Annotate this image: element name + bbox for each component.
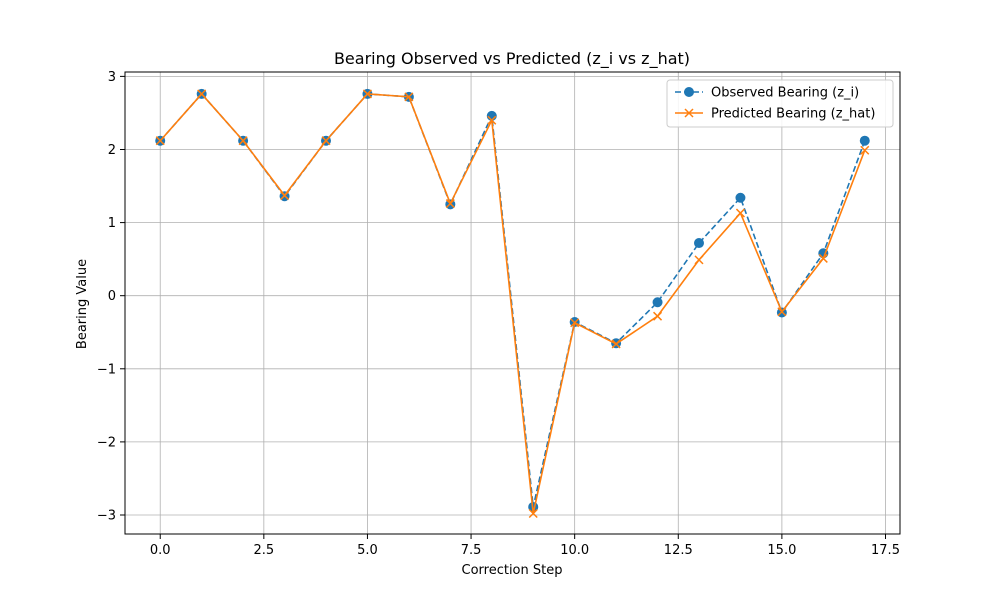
legend-label: Observed Bearing (z_i) (711, 86, 859, 101)
data-point (445, 199, 455, 209)
data-point (280, 191, 290, 201)
series-predicted-bearing-z-hat (155, 89, 870, 519)
data-point (694, 255, 704, 265)
data-point (777, 307, 787, 317)
chart-title: Bearing Observed vs Predicted (z_i vs z_… (334, 49, 690, 69)
grid (125, 72, 900, 534)
x-axis: 0.0 2.5 5.0 7.5 10.0 12.5 15.0 17.5 (150, 534, 900, 558)
data-point (528, 509, 538, 519)
data-point (693, 238, 704, 249)
series-line (159, 93, 866, 508)
legend-marker (684, 108, 694, 118)
y-tick-label: 3 (108, 70, 116, 85)
data-point (238, 136, 248, 146)
data-point (321, 136, 331, 146)
data-point (362, 89, 372, 99)
series-line (159, 93, 866, 515)
x-axis-label: Correction Step (462, 563, 563, 578)
y-tick-label: 1 (108, 216, 116, 231)
y-tick-label: 2 (108, 143, 116, 158)
plot-frame (124, 71, 901, 535)
legend: Observed Bearing (z_i) Predicted Bearing … (666, 79, 894, 128)
x-tick-label: 15.0 (767, 543, 796, 558)
data-point (155, 136, 165, 146)
legend-marker (684, 87, 694, 97)
data-point (735, 208, 745, 218)
data-point (487, 115, 497, 125)
data-point (404, 92, 414, 102)
x-tick-label: 0.0 (150, 543, 171, 558)
series-observed-bearing-z-i (155, 88, 870, 512)
legend-item-predicted-bearing-z-hat: Predicted Bearing (z_hat) (675, 107, 875, 122)
legend-label: Predicted Bearing (z_hat) (711, 107, 875, 122)
data-point (197, 89, 207, 99)
x-tick-label: 5.0 (357, 543, 378, 558)
data-point (860, 145, 870, 155)
x-tick-label: 10.0 (560, 543, 589, 558)
y-axis-label: Bearing Value (75, 259, 90, 349)
y-tick-label: −1 (97, 362, 116, 377)
legend-item-observed-bearing-z-i: Observed Bearing (z_i) (675, 86, 859, 101)
x-tick-label: 7.5 (461, 543, 482, 558)
y-axis: −3 −2 −1 0 1 2 3 (97, 70, 125, 523)
x-tick-label: 2.5 (253, 543, 274, 558)
y-tick-label: −2 (97, 435, 116, 450)
data-point (611, 339, 621, 349)
y-tick-label: 0 (108, 289, 116, 304)
series-layer (155, 88, 870, 519)
x-tick-label: 17.5 (871, 543, 900, 558)
data-point (570, 318, 580, 328)
data-point (859, 135, 870, 146)
legend-box (666, 79, 894, 128)
y-tick-label: −3 (97, 508, 116, 523)
data-point (735, 192, 746, 203)
data-point (652, 297, 663, 308)
x-tick-label: 12.5 (664, 543, 693, 558)
data-point (818, 253, 828, 263)
data-point (653, 311, 663, 321)
data-point (486, 110, 497, 121)
